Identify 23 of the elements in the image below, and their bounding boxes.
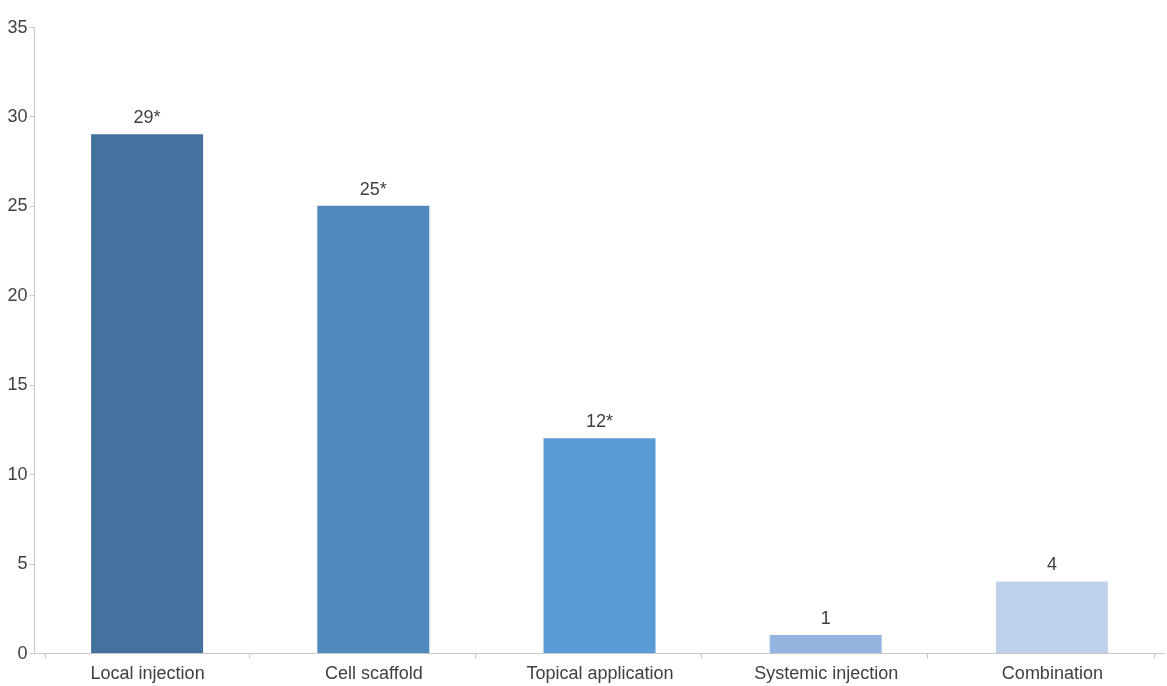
y-tick-label: 20 bbox=[7, 284, 28, 305]
data-label: 4 bbox=[1046, 554, 1057, 575]
x-tick-label: Topical application bbox=[526, 662, 674, 683]
y-tick-label: 5 bbox=[17, 553, 28, 574]
bar bbox=[317, 205, 430, 653]
y-tick-label: 0 bbox=[17, 642, 28, 663]
x-tick-label: Combination bbox=[1001, 662, 1103, 683]
y-tick-label: 35 bbox=[7, 16, 28, 37]
x-tick-label: Cell scaffold bbox=[324, 662, 423, 683]
data-label: 12* bbox=[585, 411, 614, 432]
data-label: 1 bbox=[820, 608, 831, 629]
data-label: 25* bbox=[359, 178, 387, 199]
x-tick-label: Local injection bbox=[90, 662, 205, 683]
bar bbox=[543, 438, 656, 653]
bar bbox=[91, 134, 204, 653]
x-tick-label: Systemic injection bbox=[754, 662, 899, 683]
bar bbox=[995, 581, 1108, 653]
y-tick-label: 10 bbox=[7, 463, 28, 484]
y-tick-label: 30 bbox=[7, 105, 28, 126]
bar bbox=[769, 635, 882, 653]
data-label: 29* bbox=[133, 107, 161, 128]
y-tick-label: 25 bbox=[7, 195, 28, 216]
y-tick-label: 15 bbox=[7, 374, 28, 395]
